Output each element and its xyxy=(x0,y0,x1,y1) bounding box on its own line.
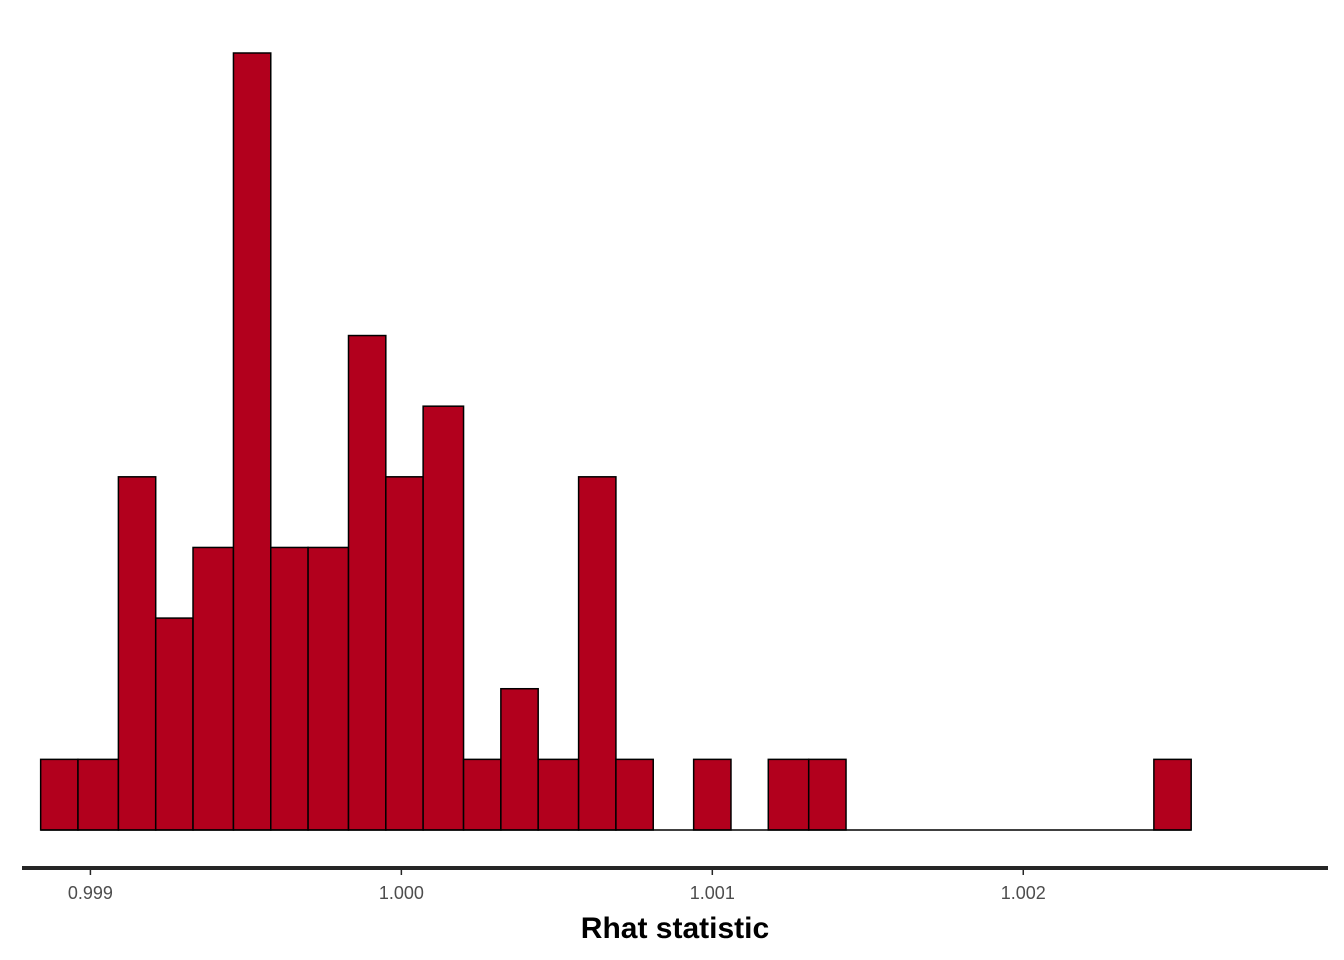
x-tick-label: 1.002 xyxy=(1001,883,1046,903)
histogram-bar xyxy=(692,758,732,831)
histogram-bar xyxy=(385,476,424,831)
x-tick-label: 0.999 xyxy=(68,883,113,903)
histogram-bar xyxy=(422,405,465,831)
x-axis-title: Rhat statistic xyxy=(581,912,769,945)
histogram-bar xyxy=(1153,758,1192,831)
histogram-bar xyxy=(615,758,654,831)
histogram-bar xyxy=(270,546,309,831)
x-axis-ticks: 0.999 1.000 1.001 1.002 xyxy=(68,868,1046,903)
histogram-bar xyxy=(117,476,157,831)
histogram-bar xyxy=(154,617,194,831)
x-tick-label: 1.001 xyxy=(690,883,735,903)
histogram-bar xyxy=(347,334,387,831)
histogram-bar xyxy=(500,687,539,831)
histogram-bar xyxy=(232,52,272,831)
histogram-bar xyxy=(767,758,810,831)
histogram-bar xyxy=(537,758,580,831)
histogram-bars xyxy=(39,52,1192,831)
histogram-bar xyxy=(462,758,502,831)
histogram-bar xyxy=(577,476,617,831)
histogram-bar xyxy=(307,546,350,831)
histogram-bar xyxy=(192,546,235,831)
histogram-bar xyxy=(77,758,120,831)
x-tick-label: 1.000 xyxy=(379,883,424,903)
histogram-bar xyxy=(807,758,847,831)
histogram-bar xyxy=(39,758,79,831)
